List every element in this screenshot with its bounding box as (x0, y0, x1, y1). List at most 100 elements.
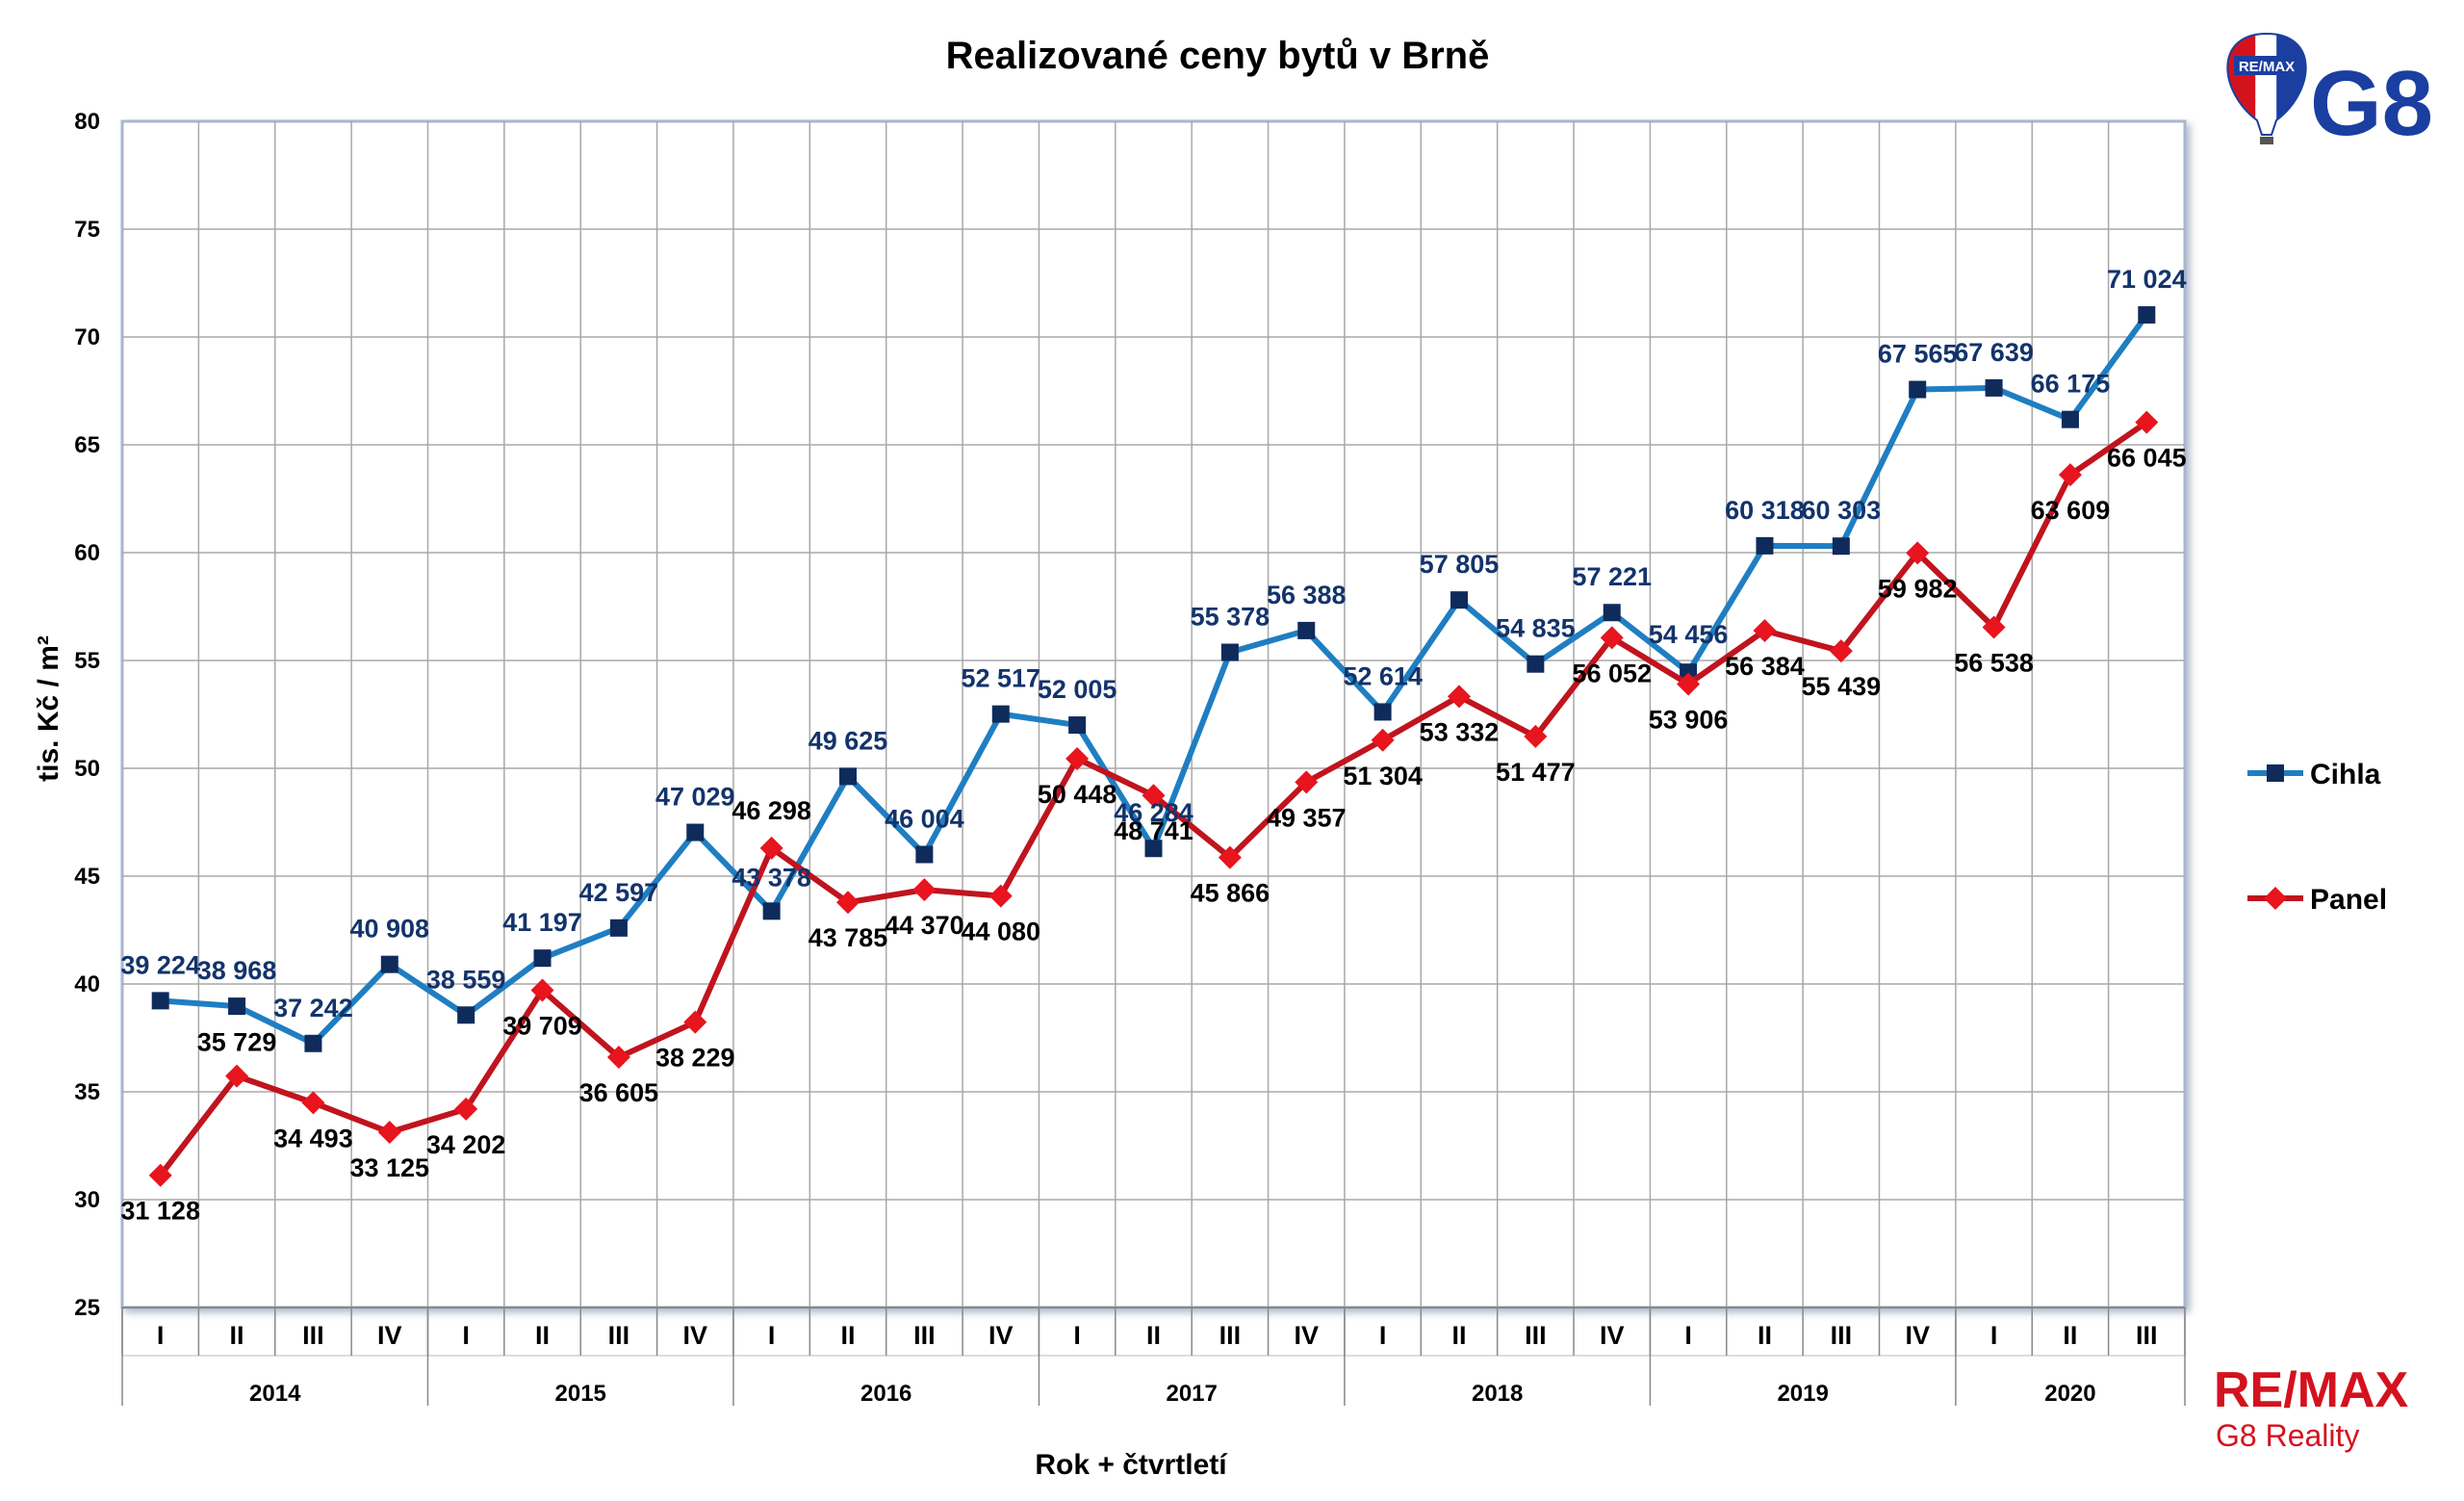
legend-label-cihla: Cihla (2310, 759, 2381, 790)
data-label-panel: 31 128 (120, 1197, 200, 1226)
data-label-cihla: 71 024 (2107, 265, 2187, 294)
year-label: 2018 (1472, 1381, 1523, 1407)
data-label-cihla: 60 318 (1725, 496, 1805, 525)
g8-logo-text: G8 (2310, 52, 2433, 155)
quarter-label: III (1831, 1321, 1853, 1350)
legend-marker-panel (2264, 887, 2287, 910)
legend-marker-cihla (2267, 764, 2284, 782)
marker-cihla (1527, 655, 1545, 673)
data-label-panel: 45 866 (1191, 879, 1270, 908)
marker-panel (1753, 618, 1777, 642)
data-label-cihla: 57 221 (1572, 562, 1652, 591)
data-label-cihla: 46 004 (885, 805, 964, 834)
marker-panel (148, 1163, 172, 1187)
data-label-cihla: 54 456 (1649, 620, 1729, 649)
marker-cihla (1220, 643, 1239, 661)
balloon-text: RE/MAX (2239, 59, 2295, 75)
data-label-panel: 63 609 (2031, 496, 2111, 525)
data-label-panel: 59 982 (1878, 574, 1958, 603)
marker-cihla (1985, 378, 2003, 397)
y-tick-label: 70 (74, 324, 100, 350)
data-label-cihla: 54 835 (1496, 614, 1576, 643)
marker-cihla (457, 1006, 475, 1024)
data-label-cihla: 38 968 (197, 956, 277, 985)
marker-cihla (1068, 716, 1087, 735)
data-label-panel: 48 741 (1114, 816, 1194, 845)
marker-panel (1142, 784, 1166, 808)
y-tick-label: 25 (74, 1295, 100, 1321)
y-axis: 25 30 35 40 45 50 55 60 65 70 75 80 (74, 109, 100, 1321)
remax-logo-text: RE/MAX (2214, 1362, 2409, 1418)
remax-g8-logo: RE/MAX G8 (2226, 32, 2433, 155)
quarter-label: I (1684, 1321, 1692, 1350)
data-label-panel: 34 202 (426, 1130, 506, 1159)
quarter-label: III (302, 1321, 324, 1350)
data-label-panel: 56 384 (1725, 652, 1805, 681)
marker-panel (2135, 410, 2159, 434)
quarter-label: III (608, 1321, 630, 1350)
marker-cihla (151, 992, 169, 1010)
quarter-label: IV (1294, 1321, 1319, 1350)
y-tick-label: 45 (74, 864, 100, 890)
data-label-panel: 43 785 (808, 923, 888, 952)
quarter-label: IV (683, 1321, 708, 1350)
marker-cihla (1450, 591, 1468, 609)
remax-reality-logo: RE/MAX G8 Reality (2214, 1362, 2409, 1453)
y-axis-title: tis. Kč / m² (33, 635, 64, 782)
quarter-label: I (462, 1321, 470, 1350)
year-label: 2015 (555, 1381, 606, 1407)
data-label-panel: 53 906 (1649, 706, 1729, 735)
data-label-panel: 36 605 (579, 1078, 659, 1107)
data-label-cihla: 39 224 (120, 950, 200, 979)
data-label-cihla: 43 378 (732, 863, 811, 892)
quarter-label: I (1379, 1321, 1387, 1350)
y-tick-label: 35 (74, 1079, 100, 1105)
year-label: 2016 (860, 1381, 911, 1407)
marker-panel (301, 1091, 325, 1115)
data-label-panel: 38 229 (655, 1044, 735, 1073)
quarter-label: II (535, 1321, 550, 1350)
marker-panel (225, 1064, 249, 1088)
data-label-panel: 66 045 (2107, 444, 2187, 473)
marker-panel (2058, 463, 2082, 487)
quarter-label: I (1990, 1321, 1998, 1350)
marker-cihla (2061, 410, 2079, 428)
marker-panel (454, 1097, 478, 1121)
data-label-panel: 56 538 (1954, 649, 2034, 678)
marker-cihla (1297, 621, 1316, 639)
marker-cihla (304, 1034, 322, 1052)
marker-cihla (762, 902, 781, 920)
quarter-label: IV (1600, 1321, 1625, 1350)
marker-cihla (1680, 663, 1698, 682)
data-label-cihla: 57 805 (1420, 550, 1500, 579)
quarter-label: I (1073, 1321, 1081, 1350)
marker-panel (1677, 672, 1701, 696)
data-label-cihla: 41 197 (502, 908, 582, 937)
marker-panel (1906, 541, 1930, 565)
quarter-label: IV (377, 1321, 402, 1350)
data-label-panel: 56 052 (1572, 659, 1652, 687)
y-tick-label: 40 (74, 971, 100, 997)
data-label-cihla: 56 388 (1267, 581, 1347, 609)
data-label-panel: 50 448 (1038, 780, 1117, 809)
data-label-cihla: 52 005 (1038, 675, 1117, 704)
quarter-label: II (1451, 1321, 1466, 1350)
data-label-cihla: 40 908 (349, 915, 429, 944)
marker-panel (1982, 615, 2006, 639)
marker-cihla (839, 767, 858, 786)
marker-cihla (915, 845, 934, 864)
marker-panel (530, 978, 554, 1002)
marker-cihla (533, 949, 552, 968)
legend-label-panel: Panel (2310, 884, 2387, 916)
marker-panel (759, 836, 783, 860)
quarter-label: III (913, 1321, 936, 1350)
marker-panel (1524, 724, 1548, 748)
year-label: 2017 (1166, 1381, 1217, 1407)
marker-panel (988, 884, 1013, 908)
marker-panel (1218, 845, 1242, 869)
data-label-cihla: 49 625 (808, 726, 888, 755)
marker-cihla (380, 955, 398, 973)
marker-panel (912, 878, 937, 902)
series-layer (148, 306, 2159, 1187)
